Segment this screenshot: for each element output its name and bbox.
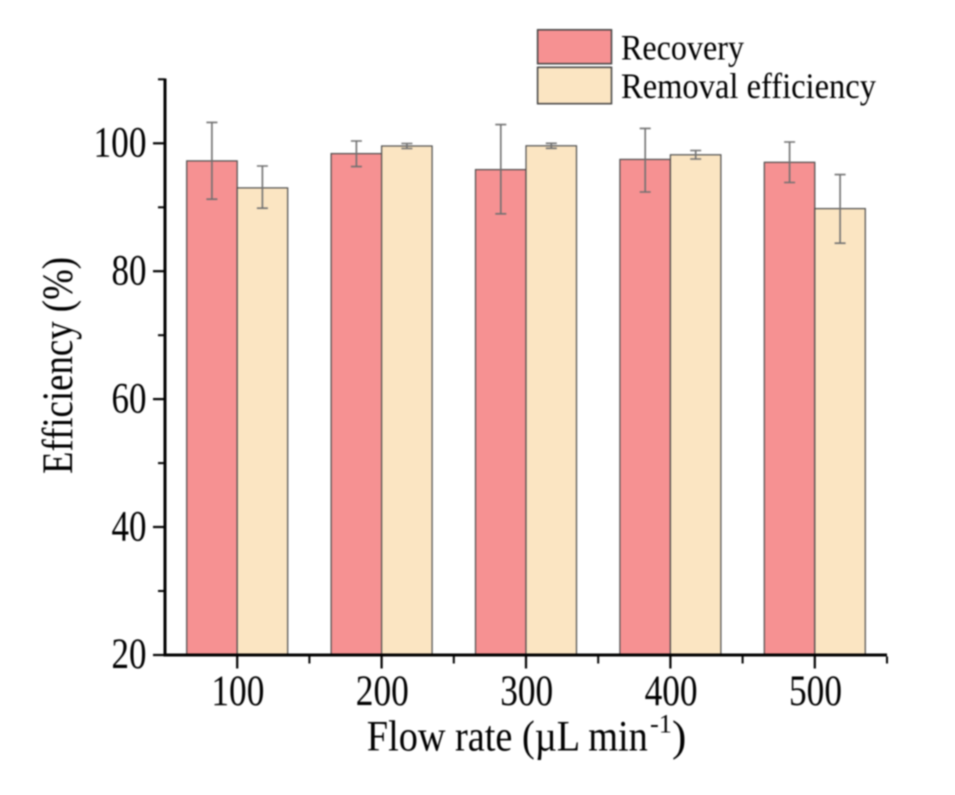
svg-text:): ) bbox=[672, 713, 686, 760]
svg-text:200: 200 bbox=[356, 668, 409, 715]
svg-text:80: 80 bbox=[112, 248, 147, 295]
svg-text:400: 400 bbox=[645, 668, 698, 715]
svg-text:-1: -1 bbox=[650, 710, 672, 739]
svg-text:Efficiency (%): Efficiency (%) bbox=[35, 257, 82, 474]
svg-text:60: 60 bbox=[112, 375, 147, 422]
svg-text:Removal efficiency: Removal efficiency bbox=[621, 66, 876, 106]
svg-text:Flow rate (µL min: Flow rate (µL min bbox=[367, 713, 648, 760]
svg-text:100: 100 bbox=[94, 120, 147, 167]
svg-text:40: 40 bbox=[112, 503, 147, 550]
svg-text:500: 500 bbox=[789, 668, 842, 715]
svg-text:20: 20 bbox=[112, 631, 147, 678]
svg-text:100: 100 bbox=[211, 668, 264, 715]
svg-text:Recovery: Recovery bbox=[621, 27, 744, 67]
svg-text:300: 300 bbox=[500, 668, 553, 715]
